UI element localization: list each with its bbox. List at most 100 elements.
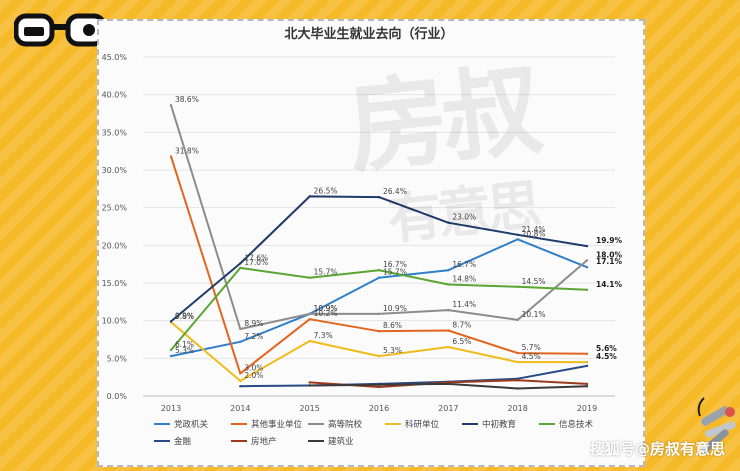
data-label: 17.6% (244, 253, 268, 262)
data-point (239, 262, 242, 265)
data-point (308, 195, 311, 198)
data-point (308, 312, 311, 316)
series-line-0 (170, 238, 588, 358)
y-tick-label: 30.0% (102, 166, 128, 175)
legend-label: 党政机关 (174, 419, 209, 430)
legend-label: 科研单位 (405, 419, 440, 430)
y-tick-label: 5.0% (107, 354, 128, 363)
data-point (377, 276, 381, 279)
data-point (169, 348, 173, 352)
y-tick-label: 0.0% (107, 392, 128, 401)
data-point (516, 378, 519, 382)
data-label: 23.0% (452, 213, 476, 222)
data-point (585, 288, 589, 291)
data-label: 10.9% (314, 304, 338, 313)
data-point (308, 384, 311, 387)
x-tick-label: 2019 (577, 404, 597, 413)
data-point (447, 268, 450, 272)
data-label: 14.5% (522, 277, 546, 286)
data-point (447, 345, 450, 349)
data-point (516, 360, 519, 364)
x-tick-label: 2018 (507, 404, 527, 413)
data-point (516, 387, 519, 390)
x-tick-label: 2014 (230, 404, 250, 413)
data-point (516, 285, 519, 288)
data-label: 5.7% (522, 343, 541, 352)
chart-title: 北大毕业生就业去向（行业） (284, 26, 453, 42)
data-label: 26.4% (383, 187, 407, 196)
data-point (585, 360, 589, 364)
data-point (377, 354, 381, 358)
data-point (377, 330, 381, 333)
data-point (447, 221, 450, 224)
data-point (585, 244, 589, 248)
data-label: 18.0% (596, 250, 623, 259)
data-point (377, 385, 381, 389)
data-label: 8.9% (244, 319, 263, 328)
data-label: 20.8% (522, 229, 546, 238)
data-label: 5.6% (596, 344, 617, 353)
x-tick-label: 2015 (299, 404, 319, 413)
data-point (447, 382, 450, 386)
data-point (447, 329, 450, 332)
data-label: 15.7% (314, 268, 338, 277)
source-credit: 搜狐号@房叔有意思 (590, 440, 726, 458)
x-tick-label: 2017 (438, 404, 458, 413)
legend-label: 高等院校 (328, 419, 363, 430)
data-label: 17.1% (596, 257, 623, 266)
data-point (516, 238, 519, 241)
data-point (308, 317, 311, 321)
legend-label: 信息技术 (559, 419, 594, 430)
y-tick-label: 10.0% (102, 317, 128, 326)
data-point (239, 340, 242, 343)
data-label: 5.3% (175, 346, 194, 355)
data-label: 4.5% (596, 352, 617, 361)
data-label: 26.5% (314, 186, 338, 195)
data-point (585, 352, 589, 356)
data-point (447, 308, 450, 312)
data-label: 7.3% (314, 331, 333, 340)
data-label: 5.3% (383, 346, 402, 355)
data-label: 6.5% (452, 337, 471, 346)
data-label: 17.0% (244, 258, 268, 267)
data-point (169, 155, 173, 158)
data-label: 15.7% (383, 268, 407, 277)
data-point (585, 265, 589, 269)
data-point (516, 318, 519, 322)
data-point (516, 233, 519, 236)
data-label: 7.2% (244, 332, 263, 341)
y-tick-label: 45.0% (102, 53, 128, 62)
data-point (377, 312, 381, 316)
data-label: 16.7% (383, 260, 407, 269)
data-point (239, 327, 242, 331)
data-point (308, 276, 311, 279)
data-label: 38.6% (175, 95, 199, 104)
y-tick-label: 20.0% (102, 241, 128, 250)
data-point (516, 351, 519, 355)
data-label: 2.0% (244, 371, 263, 380)
data-label: 10.9% (383, 304, 407, 313)
data-label: 3.0% (244, 363, 263, 372)
series-line-4 (170, 195, 588, 323)
data-label: 11.4% (452, 300, 476, 309)
legend-label: 房地产 (251, 436, 277, 447)
data-point (377, 383, 381, 386)
data-label: 9.8% (175, 312, 194, 321)
glasses-logo-icon (14, 13, 106, 47)
data-label: 8.6% (383, 321, 402, 330)
data-point (239, 379, 242, 383)
data-point (239, 385, 242, 388)
data-point (169, 320, 173, 323)
data-label: 16.7% (452, 260, 476, 269)
data-label: 21.4% (522, 225, 546, 234)
data-point (585, 364, 589, 368)
chart-card: 北大毕业生就业去向（行业） 0.0% 5.0% 10.0% 15.0% 20.0% 25.… (97, 19, 645, 467)
data-point (308, 381, 311, 384)
keys-icon (697, 397, 736, 454)
y-tick-label: 35.0% (102, 128, 128, 137)
data-point (585, 259, 589, 262)
legend-label: 其他事业单位 (251, 419, 303, 430)
data-label: 6.1% (175, 340, 194, 349)
data-point (239, 266, 242, 270)
line-chart: 北大毕业生就业去向（行业） 0.0% 5.0% 10.0% 15.0% 20.0% 25.… (102, 26, 623, 447)
